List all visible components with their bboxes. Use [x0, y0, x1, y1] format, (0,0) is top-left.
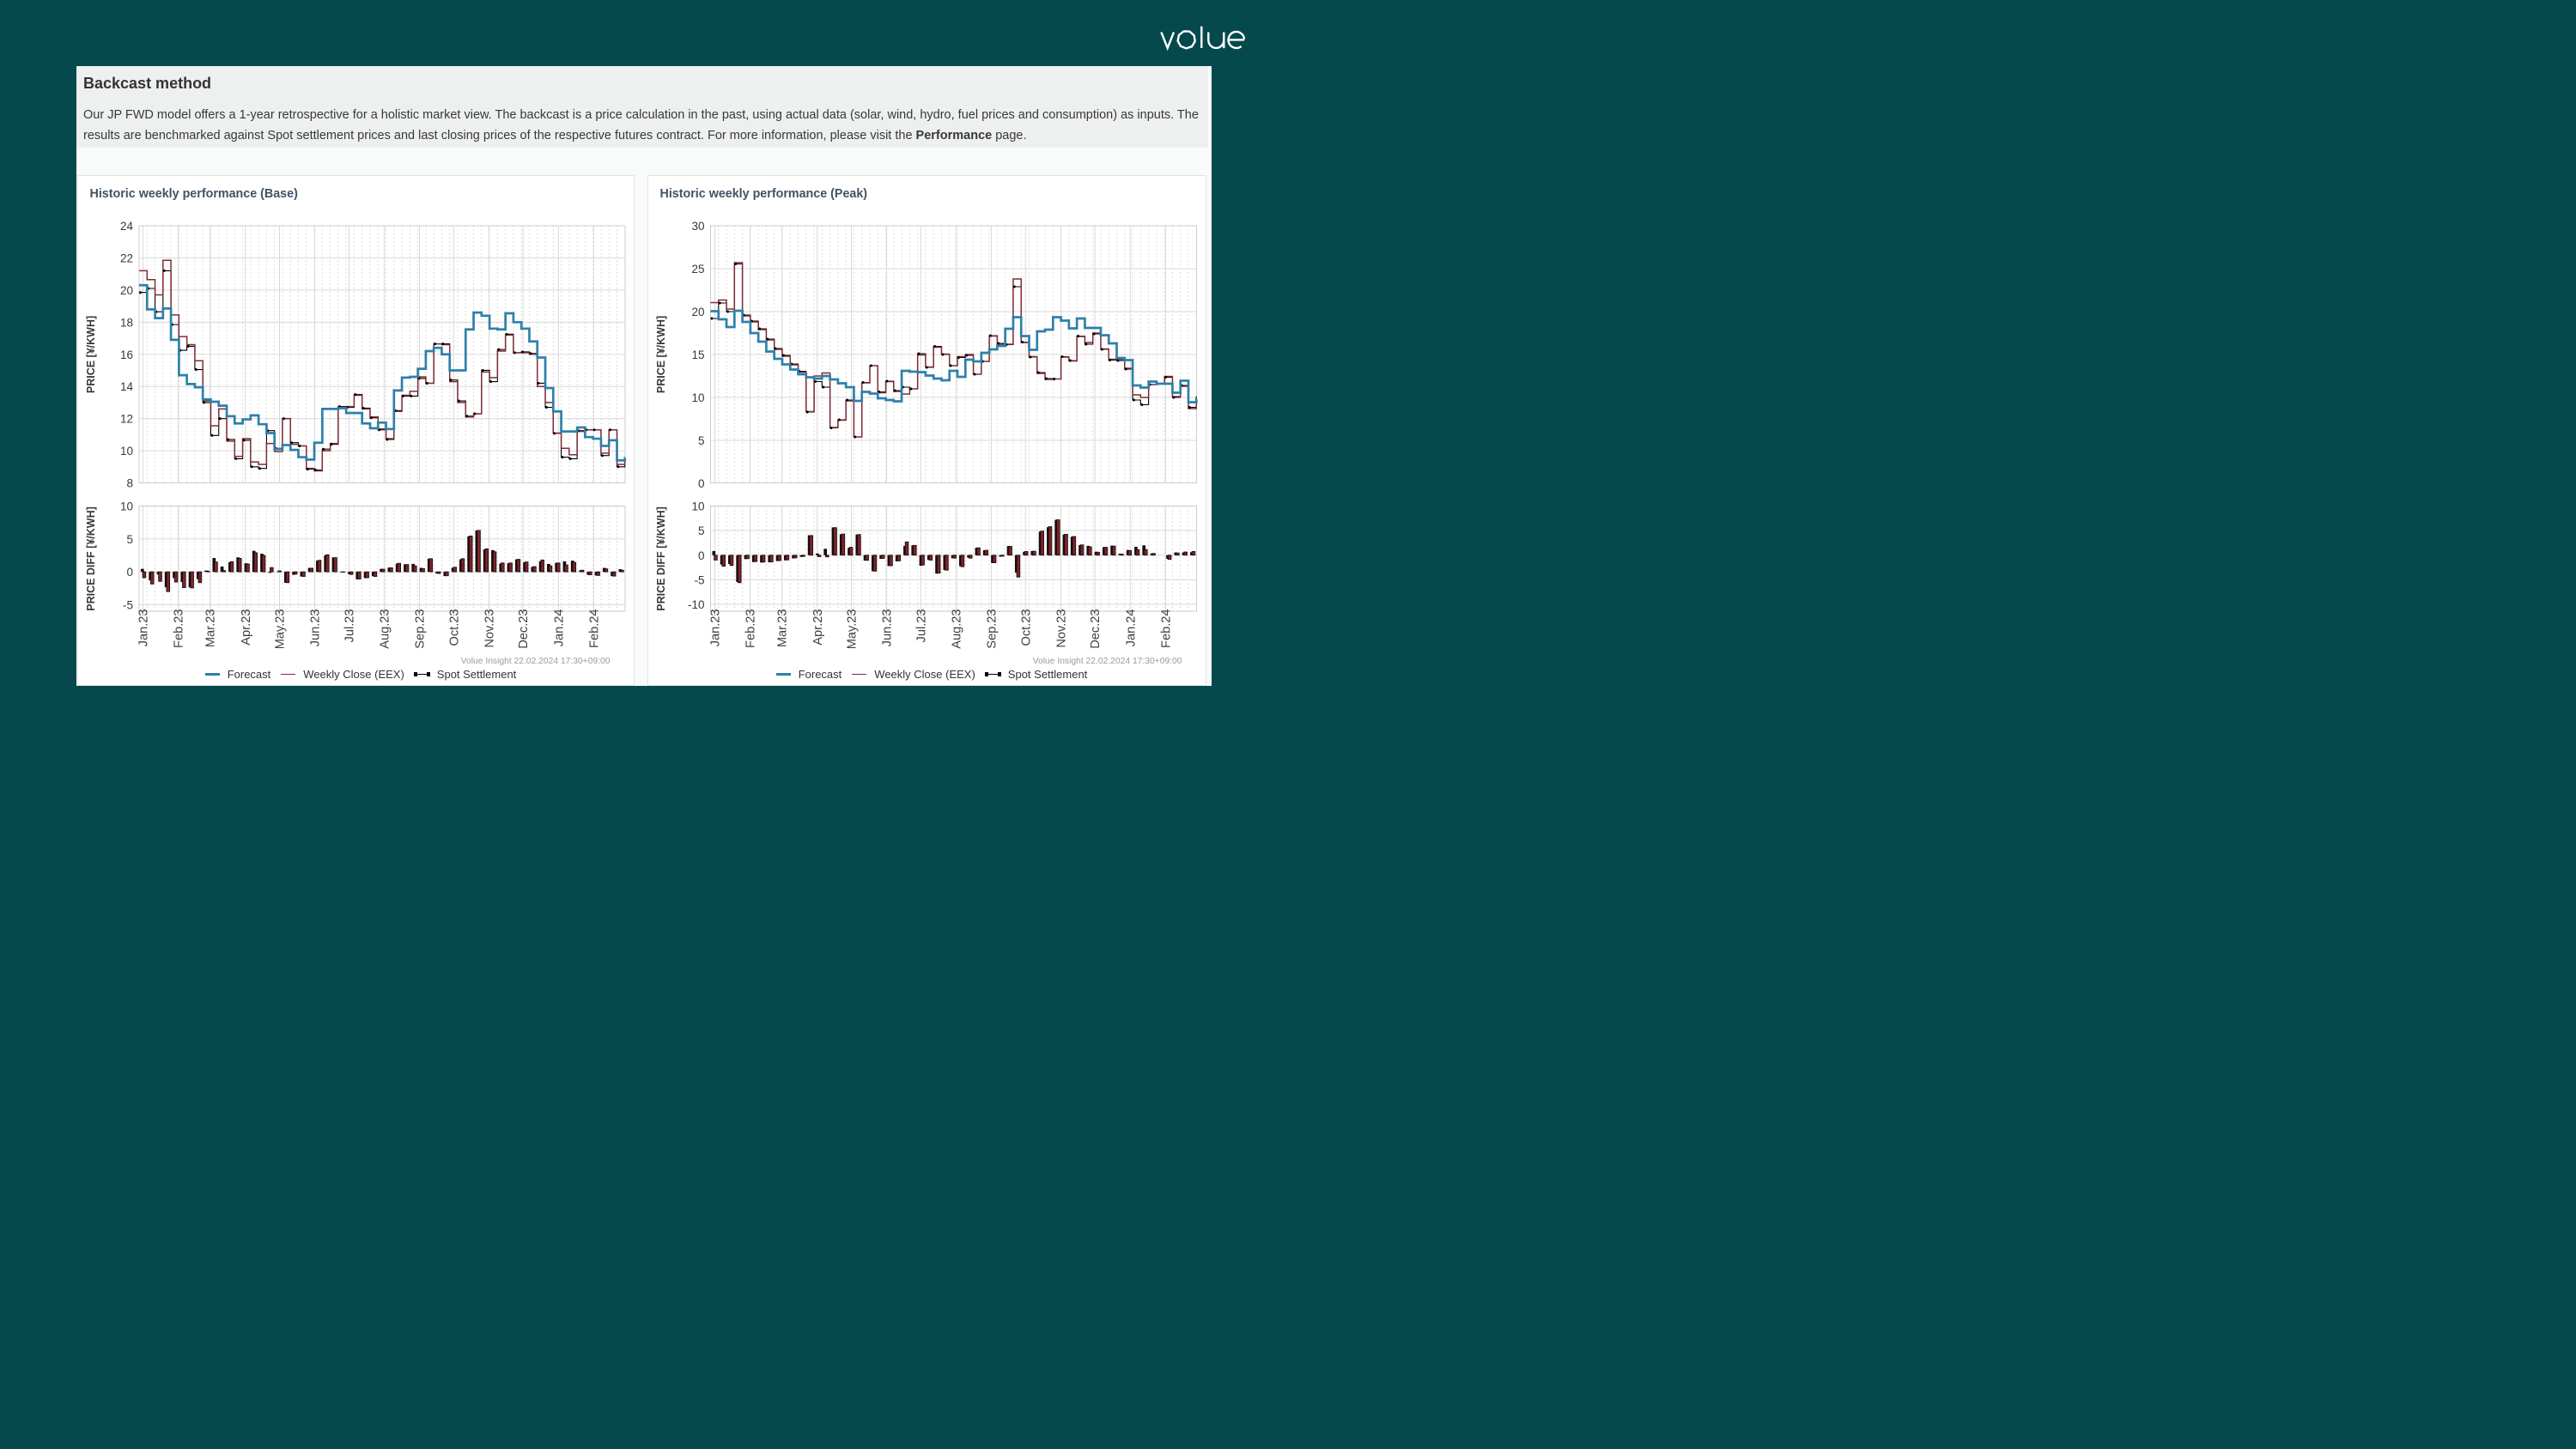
svg-text:5: 5 [697, 524, 704, 537]
svg-text:Dec.23: Dec.23 [517, 609, 531, 648]
svg-text:10: 10 [691, 500, 704, 512]
svg-text:Aug.23: Aug.23 [950, 609, 963, 648]
svg-text:15: 15 [691, 349, 704, 361]
svg-text:Mar.23: Mar.23 [204, 609, 217, 647]
svg-text:0: 0 [697, 477, 704, 490]
svg-text:May.23: May.23 [273, 609, 287, 649]
svg-text:Jan.23: Jan.23 [137, 609, 150, 646]
svg-text:Jul.23: Jul.23 [914, 609, 928, 642]
svg-text:Aug.23: Aug.23 [378, 609, 392, 648]
svg-text:Feb.23: Feb.23 [744, 609, 757, 647]
svg-text:May.23: May.23 [845, 609, 859, 649]
svg-text:Nov.23: Nov.23 [1054, 609, 1068, 647]
svg-text:5: 5 [697, 434, 704, 447]
svg-text:10: 10 [691, 391, 704, 404]
svg-text:20: 20 [691, 306, 704, 318]
svg-text:Sep.23: Sep.23 [413, 609, 427, 648]
svg-text:8: 8 [126, 476, 133, 489]
svg-text:22: 22 [119, 252, 132, 264]
svg-text:10: 10 [119, 500, 132, 512]
svg-text:Oct.23: Oct.23 [447, 609, 461, 646]
svg-text:24: 24 [119, 220, 133, 233]
svg-text:Feb.23: Feb.23 [172, 609, 185, 647]
svg-text:Sep.23: Sep.23 [985, 609, 999, 648]
svg-text:Oct.23: Oct.23 [1019, 609, 1033, 646]
svg-text:12: 12 [119, 412, 132, 425]
svg-text:Jan.23: Jan.23 [708, 609, 722, 646]
svg-text:30: 30 [691, 220, 704, 233]
svg-text:Jan.24: Jan.24 [552, 609, 566, 646]
svg-text:25: 25 [691, 263, 704, 276]
svg-text:Jul.23: Jul.23 [343, 609, 356, 642]
svg-text:Apr.23: Apr.23 [239, 609, 252, 645]
svg-text:Jan.24: Jan.24 [1124, 609, 1138, 646]
svg-text:-5: -5 [694, 573, 704, 586]
svg-text:Feb.24: Feb.24 [1159, 609, 1173, 647]
svg-text:Feb.24: Feb.24 [587, 609, 601, 647]
svg-text:Mar.23: Mar.23 [775, 609, 789, 647]
svg-text:Jun.23: Jun.23 [880, 609, 894, 646]
svg-text:0: 0 [697, 549, 704, 561]
svg-text:Nov.23: Nov.23 [483, 609, 496, 647]
svg-text:16: 16 [119, 348, 132, 361]
svg-text:10: 10 [119, 445, 132, 458]
svg-text:-10: -10 [687, 598, 704, 611]
svg-text:-5: -5 [122, 598, 132, 611]
svg-text:20: 20 [119, 283, 132, 296]
svg-text:0: 0 [126, 566, 133, 579]
svg-text:Apr.23: Apr.23 [811, 609, 824, 645]
svg-text:18: 18 [119, 316, 132, 329]
svg-text:Dec.23: Dec.23 [1089, 609, 1103, 648]
svg-text:Jun.23: Jun.23 [308, 609, 322, 646]
svg-text:14: 14 [119, 380, 133, 393]
svg-text:5: 5 [126, 532, 133, 545]
